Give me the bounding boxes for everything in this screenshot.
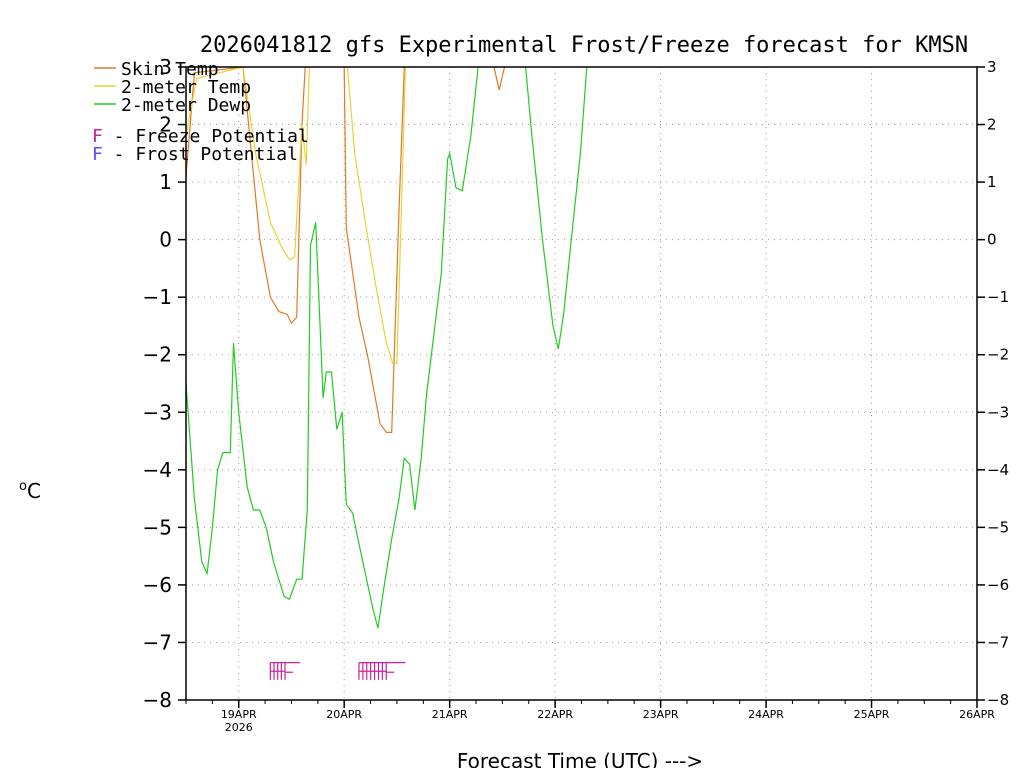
- y-tick-label: −2: [143, 343, 172, 367]
- y-tick-label-right: 2: [987, 116, 997, 134]
- y-tick-label-right: 1: [987, 173, 997, 191]
- chart-title: 2026041812 gfs Experimental Frost/Freeze…: [200, 33, 968, 58]
- y-tick-label-right: −2: [987, 346, 1009, 364]
- y-tick-label: −7: [143, 630, 172, 654]
- y-tick-label-right: 0: [987, 231, 997, 249]
- potential-legend-label: F - Frost Potential: [92, 144, 298, 165]
- y-tick-label-right: −8: [987, 691, 1009, 709]
- x-tick-label: 20APR: [326, 708, 362, 721]
- series-skin-temp: [343, 67, 405, 433]
- degree-sign: o: [19, 479, 27, 494]
- series-2-meter-temp: [186, 67, 310, 261]
- potential-letter: F: [92, 144, 103, 165]
- y-tick-label: 2: [159, 113, 172, 137]
- y-tick-label-right: 3: [987, 58, 997, 76]
- series-2-meter-dewp: [525, 67, 588, 350]
- freeze-potential-marks: [269, 661, 406, 680]
- y-axis-label: oC: [19, 479, 41, 503]
- legend-label: 2-meter Dewp: [121, 95, 251, 116]
- y-tick-label: −3: [143, 400, 172, 424]
- plot-frame: [185, 66, 978, 701]
- x-tick-label: 26APR: [959, 708, 995, 721]
- x-axis-label: Forecast Time (UTC) --->: [457, 749, 703, 768]
- x-tick-label: 23APR: [643, 708, 679, 721]
- y-tick-label-right: −1: [987, 288, 1009, 306]
- potential-text: - Freeze Potential: [103, 126, 309, 147]
- celsius-unit: C: [27, 479, 41, 503]
- series-skin-temp: [186, 67, 306, 325]
- y-tick-label-right: −7: [987, 633, 1009, 651]
- y-tick-label: 1: [159, 170, 172, 194]
- legend-label: Skin Temp: [121, 59, 219, 80]
- series-2-meter-dewp: [186, 67, 479, 629]
- series-skin-temp: [493, 67, 506, 91]
- y-axis-left: −8 −7 −6 −5 −4 −3 −2 −1 0 1 2 3: [143, 55, 186, 712]
- legend-label: 2-meter Temp: [121, 77, 251, 98]
- y-tick-label-right: −4: [987, 461, 1009, 479]
- potential-legend-label: F - Freeze Potential: [92, 126, 309, 147]
- x-tick-label: 25APR: [854, 708, 890, 721]
- y-tick-label: 0: [159, 228, 172, 252]
- x-tick-label: 21APR: [432, 708, 468, 721]
- y-tick-label: 3: [159, 55, 172, 79]
- potential-letter: F: [92, 126, 103, 147]
- y-tick-label: −5: [143, 515, 172, 539]
- series-2-meter-temp: [346, 67, 406, 364]
- y-tick-label: −1: [143, 285, 172, 309]
- x-tick-label: 19APR: [221, 708, 257, 721]
- x-tick-label: 24APR: [748, 708, 784, 721]
- grid: [186, 67, 977, 700]
- potential-text: - Frost Potential: [103, 144, 298, 165]
- y-tick-label-right: −3: [987, 403, 1009, 421]
- x-tick-year: 2026: [225, 721, 253, 734]
- series-layer: [186, 67, 588, 629]
- y-tick-label: −6: [143, 573, 172, 597]
- y-tick-label-right: −6: [987, 576, 1009, 594]
- y-tick-label: −4: [143, 458, 172, 482]
- y-tick-label: −8: [143, 688, 172, 712]
- y-axis-right: −8 −7 −6 −5 −4 −3 −2 −1 0 1 2 3: [977, 58, 1009, 709]
- x-tick-label: 22APR: [537, 708, 573, 721]
- y-tick-label-right: −5: [987, 518, 1009, 536]
